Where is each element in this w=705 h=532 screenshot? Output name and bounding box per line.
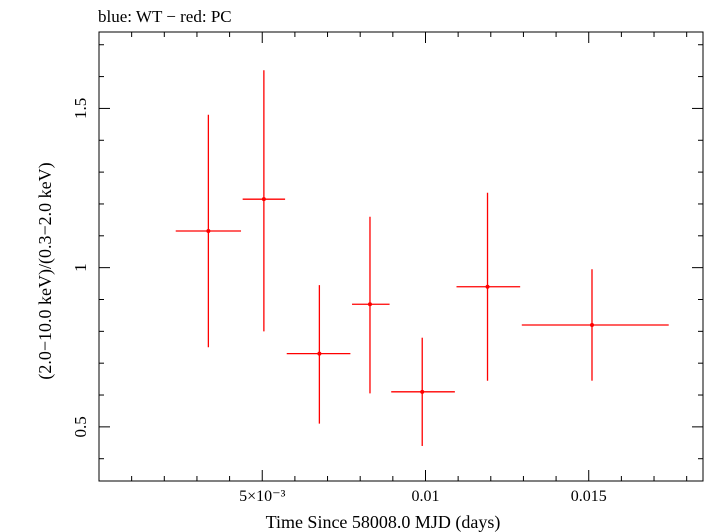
x-tick-label: 5×10⁻³ bbox=[239, 488, 285, 505]
y-tick-label: 0.5 bbox=[71, 416, 90, 437]
y-axis-label: (2.0−10.0 keV)/(0.3−2.0 keV) bbox=[35, 162, 56, 379]
data-point bbox=[367, 302, 372, 307]
x-tick-label: 0.015 bbox=[571, 488, 607, 505]
data-point bbox=[589, 322, 594, 327]
y-tick-label: 1 bbox=[71, 263, 90, 272]
data-point bbox=[420, 389, 425, 394]
data-point bbox=[317, 351, 322, 356]
data-point bbox=[206, 229, 211, 234]
data-point bbox=[485, 284, 490, 289]
x-tick-label: 0.01 bbox=[411, 488, 439, 505]
data-point bbox=[261, 197, 266, 202]
plot-frame bbox=[98, 31, 704, 482]
y-tick-label: 1.5 bbox=[71, 98, 90, 119]
x-axis-label: Time Since 58008.0 MJD (days) bbox=[266, 512, 501, 532]
axis-ticks: 5×10⁻³ 0.01 0.015 0.5 1 1.5 bbox=[71, 32, 703, 505]
chart-title: blue: WT − red: PC bbox=[98, 7, 232, 26]
data-points bbox=[175, 70, 669, 446]
